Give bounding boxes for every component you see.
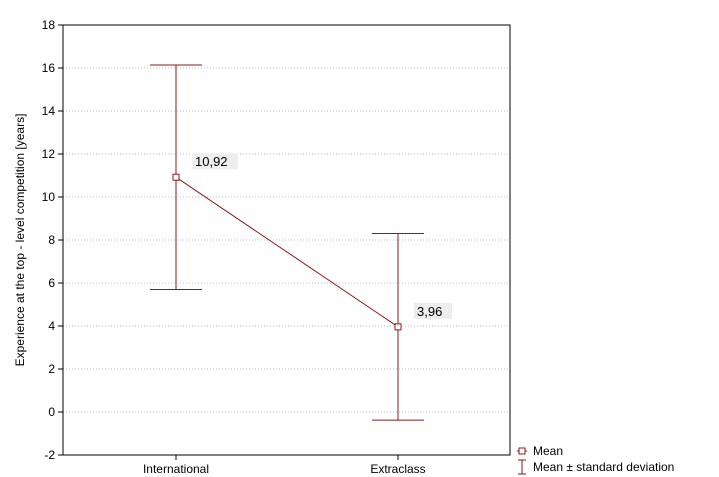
series-mean: 10,92 3,96 <box>150 64 452 421</box>
y-tick-label: 4 <box>48 319 55 333</box>
x-tick-label: International <box>143 462 209 476</box>
mean-point <box>394 323 402 331</box>
data-label: 3,96 <box>417 304 442 319</box>
y-axis: -2 0 2 4 6 8 10 12 14 16 18 <box>42 18 63 462</box>
legend-label-mean: Mean <box>533 444 563 458</box>
x-tick-label: Extraclass <box>370 462 425 476</box>
legend: Mean Mean ± standard deviation <box>517 444 674 475</box>
x-axis: International Extraclass <box>143 455 426 476</box>
data-label-background <box>192 153 238 170</box>
y-tick-label: 0 <box>48 405 55 419</box>
y-tick-label: 18 <box>42 18 56 32</box>
grid-lines <box>63 67 510 413</box>
y-tick-label: 8 <box>48 233 55 247</box>
y-axis-label: Experience at the top - level competitio… <box>13 114 27 367</box>
y-tick-label: -2 <box>44 448 55 462</box>
y-tick-label: 10 <box>42 190 56 204</box>
data-label-background <box>414 302 452 319</box>
y-tick-label: 12 <box>42 147 56 161</box>
data-label: 10,92 <box>195 154 228 169</box>
y-tick-label: 16 <box>42 61 56 75</box>
y-tick-label: 14 <box>42 104 56 118</box>
mean-line <box>175 176 399 328</box>
legend-mean-marker <box>518 447 526 455</box>
legend-label-errorbar: Mean ± standard deviation <box>533 460 674 474</box>
y-tick-label: 2 <box>48 362 55 376</box>
y-tick-label: 6 <box>48 276 55 290</box>
mean-point <box>172 173 180 181</box>
